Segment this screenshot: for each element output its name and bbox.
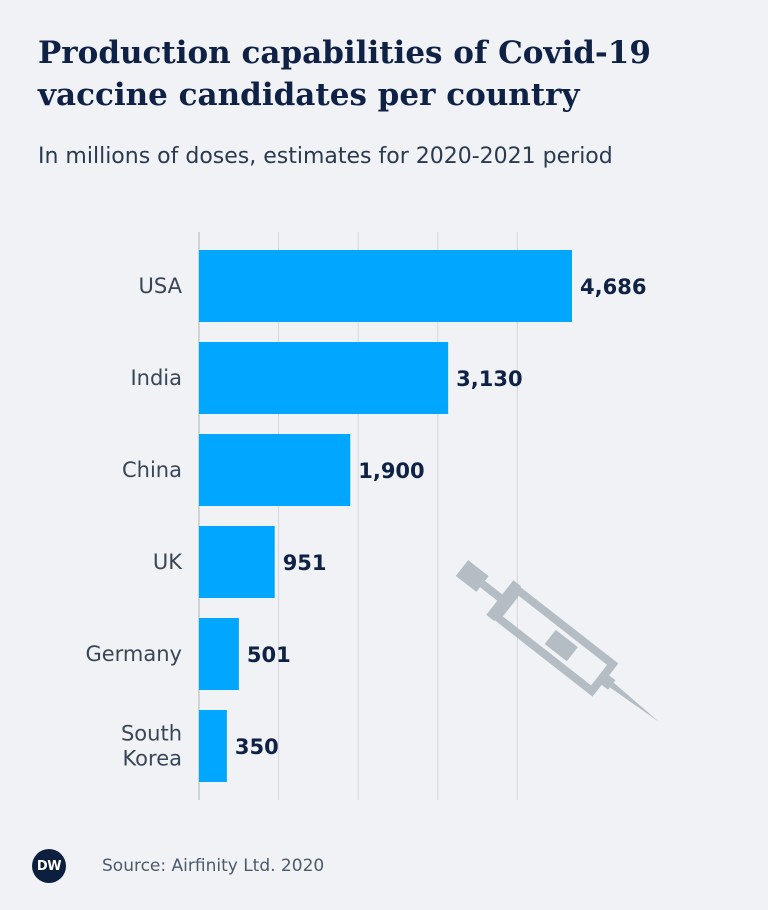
category-label: India <box>130 366 182 390</box>
dw-logo: DW <box>32 849 66 883</box>
bar <box>199 250 572 322</box>
category-label: UK <box>153 550 183 574</box>
chart-title: Production capabilities of Covid-19 vacc… <box>38 35 651 113</box>
chart-subtitle: In millions of doses, estimates for 2020… <box>38 144 613 169</box>
data-label: 4,686 <box>580 275 646 299</box>
bar <box>199 342 449 414</box>
footer: DW Source: Airfinity Ltd. 2020 <box>32 848 324 884</box>
bar <box>199 434 351 506</box>
category-label: USA <box>139 274 183 298</box>
data-label: 3,130 <box>456 367 522 391</box>
data-label: 350 <box>235 735 279 759</box>
bar <box>199 618 239 690</box>
data-label: 951 <box>283 551 327 575</box>
bars-group: 4,686 USA 3,130 India 1,900 China 951 UK 501 Germ… <box>85 250 646 782</box>
source-note: Source: Airfinity Ltd. 2020 <box>102 856 325 876</box>
gridlines <box>198 232 518 800</box>
bar <box>199 710 227 782</box>
category-label: South Korea <box>121 722 182 771</box>
bar-chart: 4,686 USA 3,130 India 1,900 China 951 UK 501 Germ… <box>85 232 660 800</box>
data-label: 501 <box>247 643 291 667</box>
bar <box>199 526 275 598</box>
syringe-icon <box>455 560 660 722</box>
data-label: 1,900 <box>358 459 424 483</box>
category-label: China <box>122 458 182 482</box>
category-label: Germany <box>85 642 182 666</box>
